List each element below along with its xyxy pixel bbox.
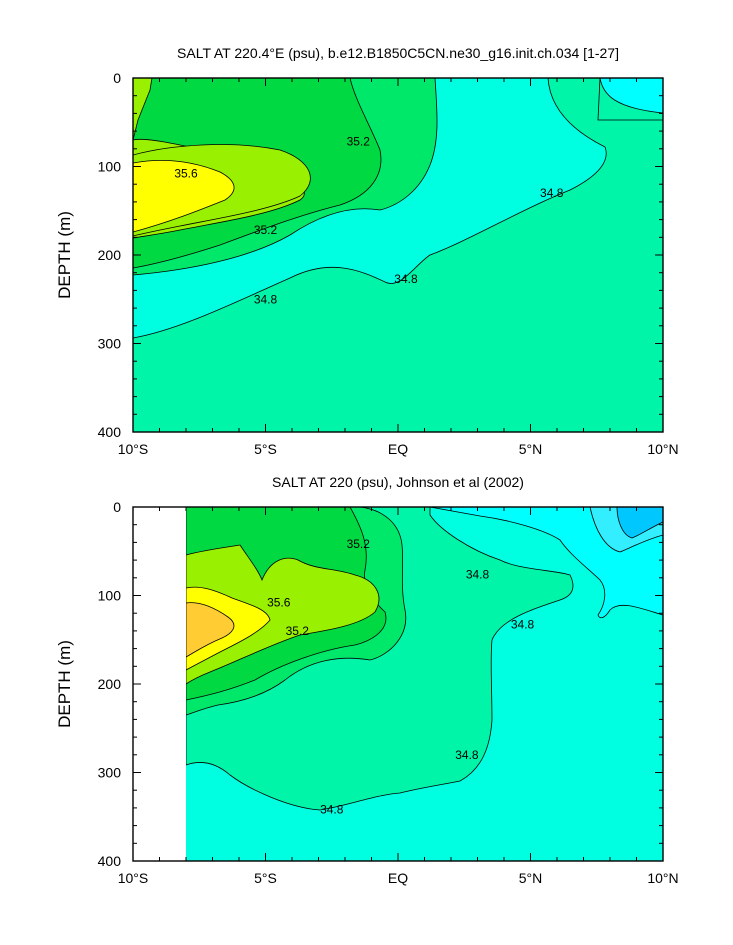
bottom-contour-labels: 35.2 35.6 35.2 34.8 34.8 34.8 34.8 [267,537,535,817]
bottom-contour-label: 34.8 [466,567,490,581]
bottom-contour-label: 35.2 [347,537,371,551]
top-contour-label: 35.2 [347,135,371,149]
top-fill-34.8-35.0 [133,78,663,432]
bottom-contour-label: 35.2 [286,624,310,638]
bottom-contour-label: 34.8 [455,748,479,762]
top-x-tick-label: 5°S [254,441,277,457]
bottom-y-tick-label: 0 [113,499,121,515]
bottom-y-tick-label: 100 [98,588,122,604]
top-contour-labels: 35.6 35.2 35.2 34.8 34.8 34.8 [174,135,564,307]
top-contour-label: 35.2 [254,223,278,237]
bottom-y-tick-label: 400 [98,853,122,869]
bottom-contour-label: 34.8 [320,803,344,817]
top-x-tick-label: EQ [388,441,408,457]
top-contour-label: 34.8 [540,186,564,200]
bottom-x-tick-label: EQ [388,870,408,886]
top-y-tick-label: 0 [113,70,121,86]
top-contour-label: 35.6 [174,167,198,181]
top-y-tick-label: 100 [98,159,122,175]
bottom-y-tick-label: 200 [98,676,122,692]
top-y-axis-label: DEPTH (m) [55,211,74,299]
bottom-fill-lt-34.4 [616,507,663,539]
bottom-x-tick-label: 5°N [519,870,543,886]
top-y-tick-label: 300 [98,336,122,352]
bottom-no-data-region [133,507,186,861]
top-x-tick-label: 10°N [647,441,678,457]
bottom-plot-title: SALT AT 220 (psu), Johnson et al (2002) [272,474,524,490]
top-fill-34.6-edge [597,78,663,121]
top-axis-ticks: 10°S 5°S EQ 5°N 10°N 0 100 200 300 400 [98,70,679,457]
bottom-y-axis-label: DEPTH (m) [55,640,74,728]
top-fill-35.6-35.8 [133,160,235,233]
bottom-contour-fills [133,507,663,861]
bottom-contour-label: 35.6 [267,596,291,610]
bottom-fill-gt-35.8 [185,602,235,658]
bottom-x-tick-label: 5°S [254,870,277,886]
bottom-plot: 35.2 35.6 35.2 34.8 34.8 34.8 34.8 10°S 5°S EQ 5°… [55,499,679,886]
top-contour-label: 34.8 [254,292,278,306]
top-plot-title: SALT AT 220.4°E (psu), b.e12.B1850C5CN.n… [177,45,619,61]
top-plot: 35.635.235.234.834.834.8 10°S 5°S EQ 5°N 10°… [55,70,679,457]
top-y-tick-label: 400 [98,424,122,440]
top-contour-fills [133,78,663,432]
top-x-tick-label: 5°N [519,441,543,457]
bottom-axis-ticks: 10°S 5°S EQ 5°N 10°N 0 100 200 300 400 [98,499,679,886]
bottom-x-tick-label: 10°N [647,870,678,886]
bottom-contour-label: 34.8 [511,618,535,632]
bottom-y-tick-label: 300 [98,765,122,781]
top-y-tick-label: 200 [98,247,122,263]
top-contour-label: 34.8 [394,272,418,286]
bottom-x-tick-label: 10°S [118,870,149,886]
top-x-tick-label: 10°S [118,441,149,457]
bottom-fill-35.4-35.6 [185,544,380,685]
